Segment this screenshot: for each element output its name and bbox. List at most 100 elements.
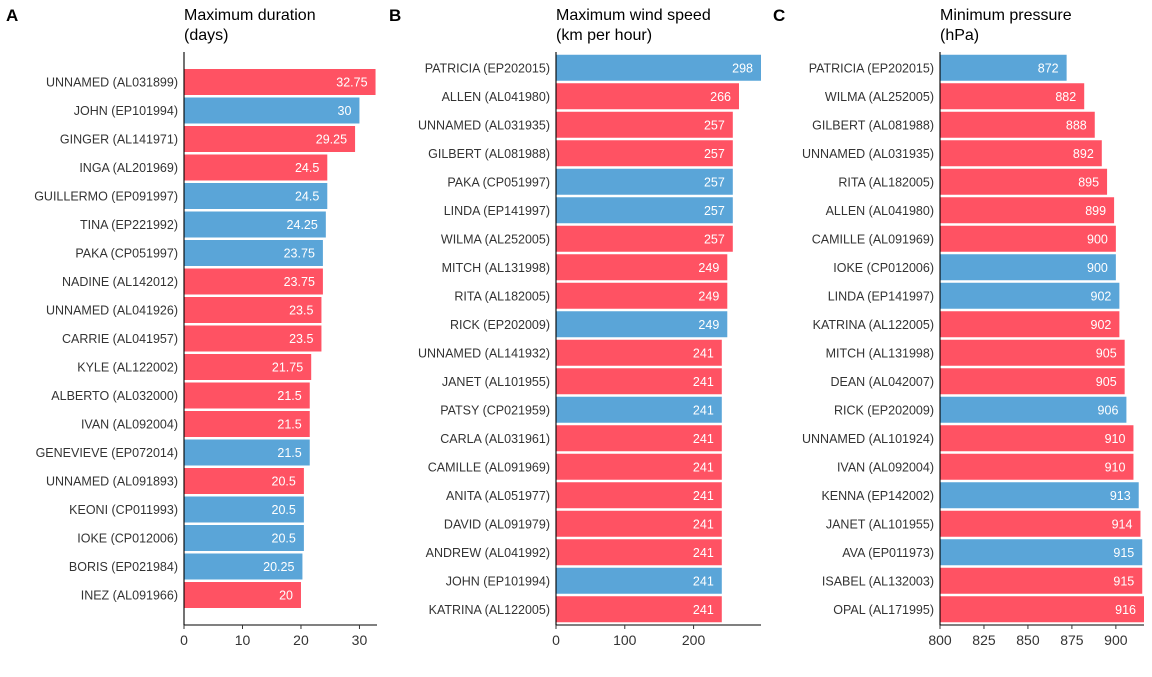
bar xyxy=(184,468,304,494)
bar xyxy=(940,539,1143,566)
category-label: CAMILLE (AL091969) xyxy=(428,460,550,474)
category-label: UNNAMED (AL031935) xyxy=(418,118,550,132)
bar xyxy=(940,482,1139,509)
data-label: 872 xyxy=(1038,61,1059,75)
category-label: NADINE (AL142012) xyxy=(62,275,178,289)
panel-title-line: Maximum duration xyxy=(184,7,316,24)
bar xyxy=(184,439,310,466)
data-label: 915 xyxy=(1113,546,1134,560)
data-label: 23.75 xyxy=(284,275,315,289)
bar xyxy=(184,582,301,608)
category-label: DAVID (AL091979) xyxy=(444,517,550,531)
bar xyxy=(556,225,733,252)
data-label: 900 xyxy=(1087,232,1108,246)
x-tick-label: 10 xyxy=(235,632,251,648)
bar xyxy=(940,282,1120,309)
data-label: 241 xyxy=(693,432,714,446)
bar xyxy=(940,368,1125,395)
data-label: 915 xyxy=(1113,574,1134,588)
category-label: KATRINA (AL122005) xyxy=(813,318,934,332)
data-label: 24.5 xyxy=(295,190,319,204)
category-label: UNNAMED (AL141932) xyxy=(418,346,550,360)
category-label: RICK (EP202009) xyxy=(834,403,934,417)
category-label: UNNAMED (AL031899) xyxy=(46,76,178,90)
bar xyxy=(940,339,1125,366)
bar xyxy=(940,225,1116,252)
category-label: GUILLERMO (EP091997) xyxy=(34,190,178,204)
bar xyxy=(556,510,722,537)
bar xyxy=(940,168,1108,195)
bar xyxy=(940,140,1102,167)
data-label: 21.5 xyxy=(277,446,301,460)
category-label: KENNA (EP142002) xyxy=(821,489,934,503)
data-label: 23.5 xyxy=(289,332,313,346)
data-label: 895 xyxy=(1078,175,1099,189)
bar xyxy=(184,525,304,551)
data-label: 20 xyxy=(279,589,293,603)
data-label: 21.5 xyxy=(277,389,301,403)
data-label: 241 xyxy=(693,603,714,617)
bar xyxy=(556,396,722,423)
bar xyxy=(556,596,722,623)
data-label: 892 xyxy=(1073,147,1094,161)
data-label: 257 xyxy=(704,175,725,189)
category-label: UNNAMED (AL101924) xyxy=(802,432,934,446)
data-label: 20.5 xyxy=(272,475,296,489)
data-label: 21.75 xyxy=(272,361,303,375)
data-label: 20.25 xyxy=(263,560,294,574)
category-label: GENEVIEVE (EP072014) xyxy=(36,446,178,460)
category-label: IOKE (CP012006) xyxy=(77,532,178,546)
panel-title-line: Minimum pressure xyxy=(940,7,1072,24)
x-tick-label: 100 xyxy=(613,632,637,648)
category-label: JOHN (EP101994) xyxy=(74,104,178,118)
bar xyxy=(556,54,761,81)
bar xyxy=(940,453,1134,480)
category-label: RITA (AL182005) xyxy=(454,289,550,303)
bar xyxy=(556,140,733,167)
data-label: 241 xyxy=(693,546,714,560)
category-label: OPAL (AL171995) xyxy=(833,603,934,617)
panel-letter: C xyxy=(773,6,785,25)
data-label: 257 xyxy=(704,147,725,161)
bar xyxy=(556,282,728,309)
bar xyxy=(184,553,303,580)
category-label: ALLEN (AL041980) xyxy=(826,204,934,218)
data-label: 266 xyxy=(710,90,731,104)
bar xyxy=(940,567,1143,594)
bar xyxy=(184,411,310,437)
category-label: LINDA (EP141997) xyxy=(444,204,550,218)
bar xyxy=(940,311,1120,338)
category-label: KEONI (CP011993) xyxy=(69,503,178,517)
data-label: 241 xyxy=(693,489,714,503)
bar xyxy=(940,425,1134,452)
x-tick-label: 875 xyxy=(1060,632,1084,648)
data-label: 249 xyxy=(698,261,719,275)
panel-c: C Minimum pressure (hPa) PATRICIA (EP202015… xyxy=(773,6,1144,648)
category-label: PAKA (CP051997) xyxy=(75,247,178,261)
data-label: 241 xyxy=(693,517,714,531)
bar xyxy=(184,325,322,352)
data-label: 913 xyxy=(1110,489,1131,503)
bar xyxy=(556,567,722,594)
category-label: GINGER (AL141971) xyxy=(60,133,178,147)
category-label: GILBERT (AL081988) xyxy=(428,147,550,161)
data-label: 914 xyxy=(1112,517,1133,531)
panel-title-line: Maximum wind speed xyxy=(556,7,711,24)
data-label: 23.75 xyxy=(284,247,315,261)
data-label: 257 xyxy=(704,204,725,218)
bar xyxy=(940,83,1085,110)
bar xyxy=(940,254,1116,281)
category-label: MITCH (AL131998) xyxy=(826,346,934,360)
data-label: 888 xyxy=(1066,118,1087,132)
data-label: 882 xyxy=(1055,90,1076,104)
bar xyxy=(184,297,322,323)
panel-a: A Maximum duration (days) UNNAMED (AL031899… xyxy=(6,6,377,648)
bar xyxy=(184,183,328,209)
category-label: INGA (AL201969) xyxy=(79,161,178,175)
data-label: 249 xyxy=(698,289,719,303)
bar xyxy=(556,254,728,281)
category-label: WILMA (AL252005) xyxy=(441,232,550,246)
category-label: PATSY (CP021959) xyxy=(440,403,550,417)
data-label: 24.5 xyxy=(295,161,319,175)
